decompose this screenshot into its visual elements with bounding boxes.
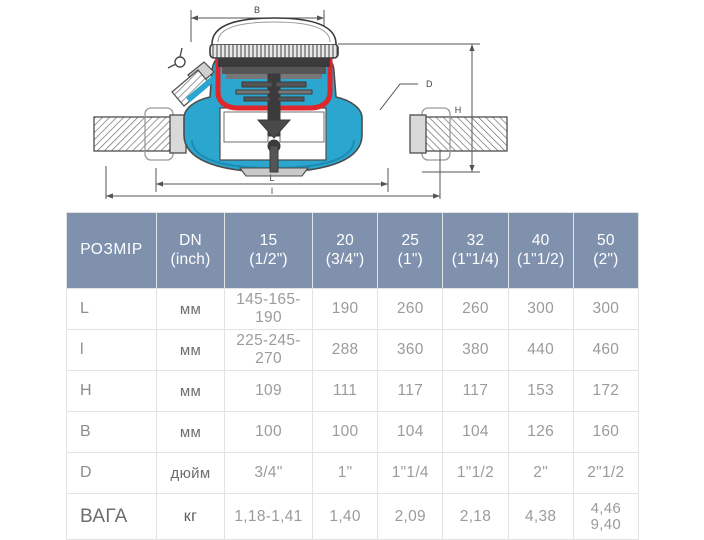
- header-cell-dn32: 32 (1"1/4): [442, 212, 509, 289]
- cell-weight-dn25: 2,09: [377, 493, 444, 540]
- header-cell-dn25: 25 (1"): [377, 212, 444, 289]
- cell-b-dn50: 160: [572, 411, 639, 453]
- dimension-label-h: H: [455, 105, 462, 115]
- cell-b-dn32: 104: [442, 411, 509, 453]
- header-cell-dn50: 50 (2"): [572, 212, 639, 289]
- dimension-h: [338, 43, 480, 173]
- cell-d-dn50: 2"1/2: [572, 452, 639, 494]
- cell-small-l-dn15: 225-245-270: [224, 329, 313, 371]
- cell-weight-dn20: 1,40: [311, 493, 379, 540]
- cell-l-dn15: 145-165-190: [224, 288, 313, 330]
- gear-train: [235, 73, 313, 173]
- row-label-h: H: [66, 370, 157, 412]
- cell-h-dn15: 109: [224, 370, 313, 412]
- row-unit-h: мм: [156, 370, 225, 412]
- dimension-l-outer: [105, 150, 441, 199]
- table-row: D дюйм 3/4" 1" 1"1/4 1"1/2 2" 2"1/2: [66, 452, 639, 494]
- table-row: l мм 225-245-270 288 360 380 440 460: [66, 329, 639, 371]
- dimension-label-d: D: [426, 79, 433, 89]
- cell-l-dn40: 300: [507, 288, 574, 330]
- cell-l-dn50: 300: [572, 288, 639, 330]
- row-label-d: D: [66, 452, 157, 494]
- row-unit-weight: кг: [156, 493, 225, 540]
- cell-b-dn25: 104: [377, 411, 444, 453]
- row-unit-d: дюйм: [156, 452, 225, 494]
- cell-h-dn50: 172: [572, 370, 639, 412]
- cell-weight-dn32: 2,18: [442, 493, 509, 540]
- cell-d-dn20: 1": [311, 452, 379, 494]
- cell-d-dn15: 3/4": [224, 452, 313, 494]
- cell-b-dn20: 100: [311, 411, 379, 453]
- dimension-label-l: L: [269, 173, 274, 183]
- specification-table-container: РОЗМІР DN (inch) 15 (1/2") 20 (3/4") 25 …: [66, 212, 639, 540]
- cell-l-dn20: 190: [311, 288, 379, 330]
- table-row: B мм 100 100 104 104 126 160: [66, 411, 639, 453]
- row-unit-b: мм: [156, 411, 225, 453]
- cell-d-dn40: 2": [507, 452, 574, 494]
- cell-d-dn25: 1"1/4: [377, 452, 444, 494]
- row-unit-l: мм: [156, 288, 225, 330]
- cell-weight-dn50: 4,46 9,40: [572, 493, 639, 540]
- dimension-l-inner: [155, 168, 389, 192]
- cell-weight-dn40: 4,38: [507, 493, 574, 540]
- cell-h-dn25: 117: [377, 370, 444, 412]
- table-row: H мм 109 111 117 117 153 172: [66, 370, 639, 412]
- row-label-b: B: [66, 411, 157, 453]
- header-cell-dn40: 40 (1"1/2): [507, 212, 574, 289]
- cell-l-dn25: 260: [377, 288, 444, 330]
- cell-h-dn20: 111: [311, 370, 379, 412]
- cell-h-dn32: 117: [442, 370, 509, 412]
- right-pipe: [409, 107, 508, 161]
- technical-drawing: B: [0, 0, 704, 200]
- header-cell-dn20: 20 (3/4"): [311, 212, 379, 289]
- cell-d-dn32: 1"1/2: [442, 452, 509, 494]
- header-cell-dn: DN (inch): [156, 212, 225, 289]
- cell-small-l-dn40: 440: [507, 329, 574, 371]
- table-row: L мм 145-165-190 190 260 260 300 300: [66, 288, 639, 330]
- header-cell-parameter: РОЗМІР: [66, 212, 157, 289]
- cell-h-dn40: 153: [507, 370, 574, 412]
- specification-table: РОЗМІР DN (inch) 15 (1/2") 20 (3/4") 25 …: [66, 212, 639, 540]
- cell-small-l-dn20: 288: [311, 329, 379, 371]
- dimension-label-l-outer: l: [271, 186, 273, 196]
- cell-small-l-dn25: 360: [377, 329, 444, 371]
- cell-small-l-dn50: 460: [572, 329, 639, 371]
- cell-b-dn40: 126: [507, 411, 574, 453]
- table-row: ВАГА кг 1,18-1,41 1,40 2,09 2,18 4,38 4,…: [66, 493, 639, 540]
- register-head: [209, 17, 339, 79]
- cell-l-dn32: 260: [442, 288, 509, 330]
- cell-small-l-dn32: 380: [442, 329, 509, 371]
- water-meter-cross-section-svg: B: [93, 5, 508, 199]
- left-pipe: [93, 107, 187, 161]
- cell-b-dn15: 100: [224, 411, 313, 453]
- dimension-d: [379, 83, 418, 111]
- dimension-label-b: B: [254, 5, 260, 15]
- inlet-strainer: [167, 47, 216, 107]
- row-label-small-l: l: [66, 329, 157, 371]
- cell-weight-dn15: 1,18-1,41: [224, 493, 313, 540]
- table-header-row: РОЗМІР DN (inch) 15 (1/2") 20 (3/4") 25 …: [66, 212, 639, 289]
- row-label-l: L: [66, 288, 157, 330]
- row-unit-small-l: мм: [156, 329, 225, 371]
- header-cell-dn15: 15 (1/2"): [224, 212, 313, 289]
- row-label-weight: ВАГА: [66, 493, 157, 540]
